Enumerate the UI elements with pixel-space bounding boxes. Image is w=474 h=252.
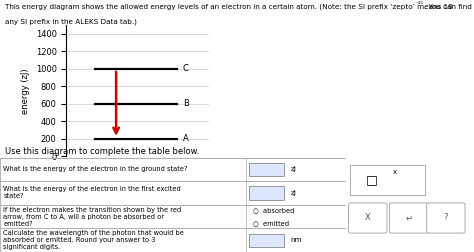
- Text: B: B: [183, 99, 189, 108]
- Text: zJ: zJ: [291, 166, 297, 172]
- FancyBboxPatch shape: [348, 203, 387, 233]
- Text: X: X: [365, 213, 371, 223]
- Text: ○  emitted: ○ emitted: [253, 220, 289, 226]
- FancyBboxPatch shape: [249, 163, 284, 176]
- Y-axis label: energy (zJ): energy (zJ): [21, 68, 30, 114]
- Text: ?: ?: [444, 213, 448, 223]
- Text: x: x: [392, 169, 397, 175]
- FancyBboxPatch shape: [249, 234, 284, 247]
- Text: What is the energy of the electron in the first excited
state?: What is the energy of the electron in th…: [3, 186, 181, 199]
- FancyBboxPatch shape: [427, 203, 465, 233]
- FancyBboxPatch shape: [350, 165, 425, 195]
- Text: any SI prefix in the ALEKS Data tab.): any SI prefix in the ALEKS Data tab.): [5, 19, 137, 25]
- Text: A: A: [183, 134, 189, 143]
- Text: This enerɡy diagram shows the allowed energy levels of an electron in a certain : This enerɡy diagram shows the allowed en…: [5, 4, 453, 10]
- Text: zJ: zJ: [291, 190, 297, 196]
- Text: Calculate the wavelength of the photon that would be
absorbed or emitted. Round : Calculate the wavelength of the photon t…: [3, 230, 184, 250]
- Text: ○  absorbed: ○ absorbed: [253, 207, 294, 213]
- Text: C: C: [183, 64, 189, 73]
- Text: ⁻²¹: ⁻²¹: [416, 2, 424, 7]
- FancyBboxPatch shape: [249, 186, 284, 200]
- Text: ↵: ↵: [405, 213, 412, 223]
- Text: . You can find the meaning of: . You can find the meaning of: [424, 4, 474, 10]
- Text: If the electron makes the transition shown by the red
arrow, from C to A, will a: If the electron makes the transition sho…: [3, 207, 182, 227]
- Text: nm: nm: [291, 237, 302, 243]
- FancyBboxPatch shape: [390, 203, 428, 233]
- Text: Use this diagram to complete the table below.: Use this diagram to complete the table b…: [5, 147, 199, 156]
- Text: □: □: [366, 173, 377, 186]
- Text: What is the energy of the electron in the ground state?: What is the energy of the electron in th…: [3, 166, 188, 172]
